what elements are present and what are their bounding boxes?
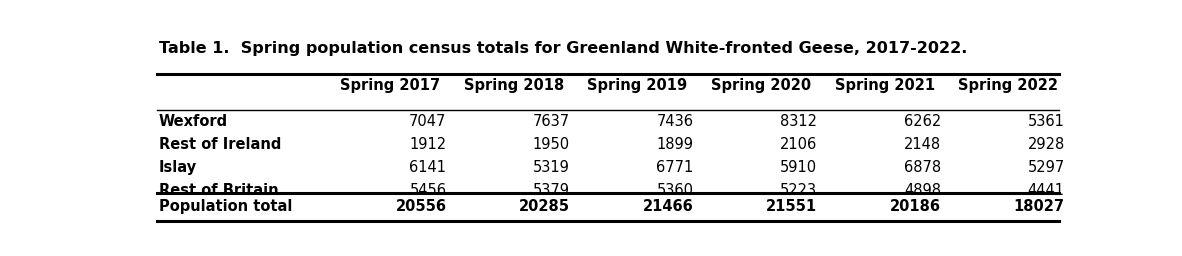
Text: 5379: 5379 xyxy=(533,183,570,197)
Text: 1912: 1912 xyxy=(409,137,447,152)
Text: Spring 2019: Spring 2019 xyxy=(587,78,688,93)
Text: 2148: 2148 xyxy=(904,137,941,152)
Text: 5319: 5319 xyxy=(533,160,570,175)
Text: 5297: 5297 xyxy=(1027,160,1065,175)
Text: 6878: 6878 xyxy=(904,160,941,175)
Text: 4898: 4898 xyxy=(904,183,941,197)
Text: Rest of Britain: Rest of Britain xyxy=(158,183,279,197)
Text: 1950: 1950 xyxy=(533,137,570,152)
Text: 5456: 5456 xyxy=(409,183,447,197)
Text: 2106: 2106 xyxy=(780,137,818,152)
Text: 2928: 2928 xyxy=(1027,137,1065,152)
Text: 20556: 20556 xyxy=(396,199,447,214)
Text: 5361: 5361 xyxy=(1028,114,1065,130)
Text: 6141: 6141 xyxy=(409,160,447,175)
Text: 7637: 7637 xyxy=(533,114,570,130)
Text: 18027: 18027 xyxy=(1014,199,1065,214)
Text: 1899: 1899 xyxy=(657,137,694,152)
Text: 8312: 8312 xyxy=(780,114,818,130)
Text: Spring 2017: Spring 2017 xyxy=(340,78,440,93)
Text: Spring 2022: Spring 2022 xyxy=(959,78,1058,93)
Text: 4441: 4441 xyxy=(1027,183,1065,197)
Text: 20285: 20285 xyxy=(519,199,570,214)
Text: 5223: 5223 xyxy=(780,183,818,197)
Text: Islay: Islay xyxy=(158,160,197,175)
Text: Rest of Ireland: Rest of Ireland xyxy=(158,137,281,152)
Text: Spring 2021: Spring 2021 xyxy=(834,78,935,93)
Text: 20186: 20186 xyxy=(890,199,941,214)
Text: 6771: 6771 xyxy=(656,160,694,175)
Text: 21551: 21551 xyxy=(766,199,818,214)
Text: Table 1.  Spring population census totals for Greenland White-fronted Geese, 201: Table 1. Spring population census totals… xyxy=(158,41,967,56)
Text: Spring 2020: Spring 2020 xyxy=(712,78,811,93)
Text: 7047: 7047 xyxy=(409,114,447,130)
Text: Population total: Population total xyxy=(158,199,292,214)
Text: Wexford: Wexford xyxy=(158,114,228,130)
Text: Spring 2018: Spring 2018 xyxy=(463,78,564,93)
Text: 21466: 21466 xyxy=(643,199,694,214)
Text: 6262: 6262 xyxy=(904,114,941,130)
Text: 5910: 5910 xyxy=(780,160,818,175)
Text: 5360: 5360 xyxy=(657,183,694,197)
Text: 7436: 7436 xyxy=(657,114,694,130)
